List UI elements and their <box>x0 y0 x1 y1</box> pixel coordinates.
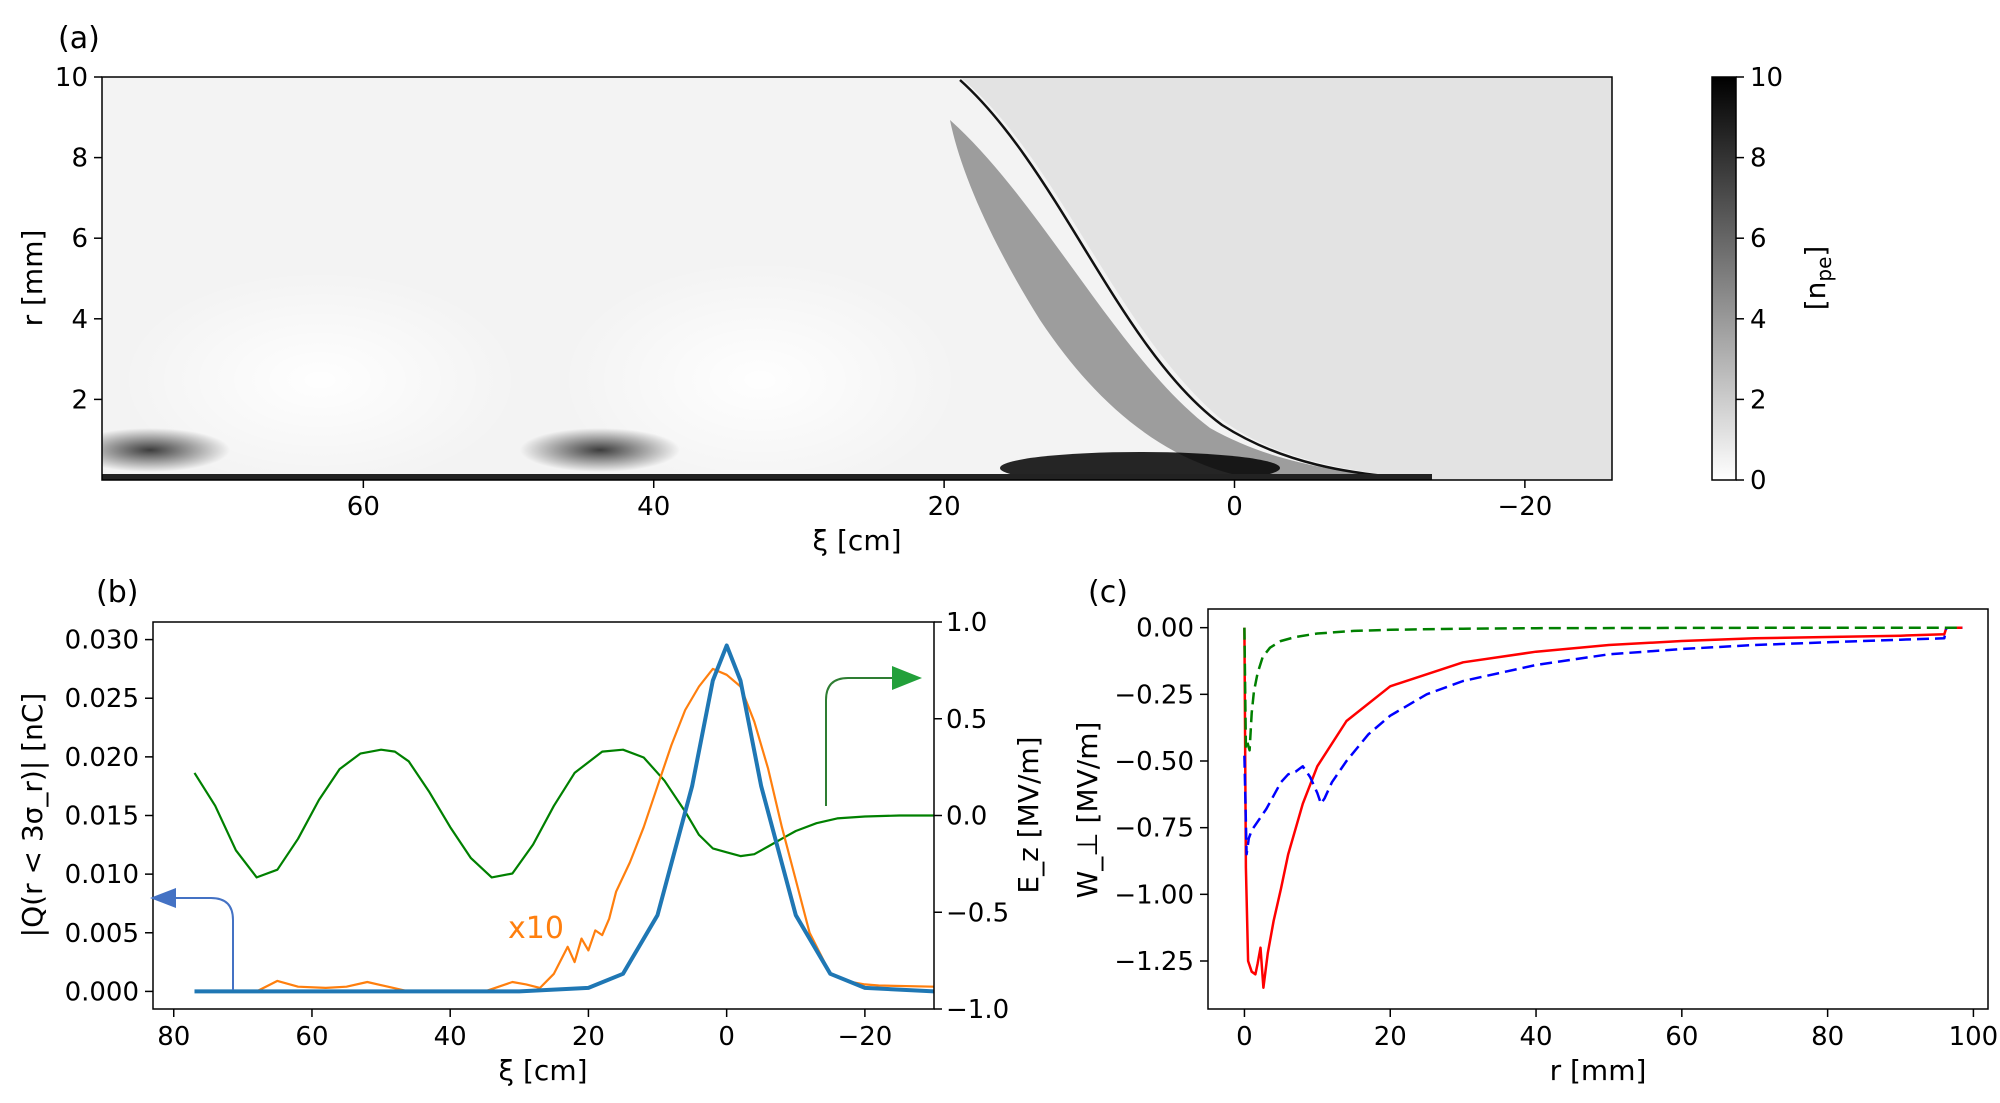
field-y-tick-label: −0.5 <box>946 898 1009 928</box>
heatmap-y-tick-label: 10 <box>55 63 88 93</box>
wakefield-y-tick-label: 0.00 <box>1136 614 1194 644</box>
heatmap-y-tick-label: 4 <box>71 305 88 335</box>
charge-y-tick-label: 0.025 <box>65 684 139 714</box>
charge-x-tick-label: 60 <box>295 1022 328 1052</box>
wakefield-blue-dashed-line <box>1243 626 1963 856</box>
charge-field-series <box>193 643 934 994</box>
wakefield-panel: 0 20 40 60 80 100 0.00 −0.25 −0.50 −0.75 −1.00 −1.… <box>1071 608 1998 1087</box>
charge-x-tick-label: 20 <box>572 1022 605 1052</box>
wakefield-y-tick-label: −1.00 <box>1114 880 1194 910</box>
wakefield-frame <box>1207 608 1989 1010</box>
wakefield-x-label: r [mm] <box>1550 1054 1647 1087</box>
wakefield-series <box>1243 626 1963 989</box>
wakefield-y-tick-label: −0.25 <box>1114 680 1194 710</box>
charge-x-tick-label: −20 <box>837 1022 892 1052</box>
colorbar-tick-label: 8 <box>1750 144 1767 174</box>
heatmap-y-tick-label: 8 <box>71 144 88 174</box>
right-axis-arrow <box>825 677 892 806</box>
wakefield-y-label: W_⊥ [MV/m] <box>1071 722 1104 899</box>
field-y-label: E_z [MV/m] <box>1012 736 1045 893</box>
colorbar-label: [npe] <box>1799 246 1836 311</box>
field-y-ticks: −1.0 −0.5 0.0 0.5 1.0 <box>934 608 1009 1025</box>
wakefield-y-tick-label: −0.75 <box>1114 814 1194 844</box>
colorbar-gradient <box>1711 76 1737 481</box>
wakefield-x-tick-label: 20 <box>1374 1022 1407 1052</box>
charge-x-ticks: 80 60 40 20 0 −20 <box>157 1009 892 1052</box>
charge-y-tick-label: 0.005 <box>65 919 139 949</box>
wakefield-red-solid-line <box>1243 626 1963 989</box>
colorbar-label-main: [n <box>1799 282 1832 311</box>
heatmap-y-label: r [mm] <box>16 230 49 327</box>
heatmap-y-tick-label: 2 <box>71 385 88 415</box>
heatmap-bubble-1 <box>120 270 520 480</box>
heatmap-bubble-2 <box>560 260 960 480</box>
colorbar-tick-label: 4 <box>1750 305 1767 335</box>
field-y-tick-label: −1.0 <box>946 995 1009 1025</box>
heatmap-x-tick-label: 40 <box>637 492 670 522</box>
x10-annotation: x10 <box>508 911 564 946</box>
heatmap-x-tick-label: 60 <box>347 492 380 522</box>
heatmap-axis-spike <box>102 474 1432 480</box>
heatmap-y-ticks: 2 4 6 8 10 <box>55 63 102 415</box>
charge-series-line <box>194 643 934 994</box>
heatmap-front-edge <box>959 79 1433 480</box>
charge-y-tick-label: 0.015 <box>65 802 139 832</box>
heatmap-x-tick-label: 20 <box>928 492 961 522</box>
heatmap-x-tick-label: −20 <box>1497 492 1552 522</box>
field-y-tick-label: 1.0 <box>946 608 987 638</box>
wakefield-x-tick-label: 40 <box>1519 1022 1552 1052</box>
colorbar-label-close: ] <box>1799 246 1832 257</box>
colorbar: 0 2 4 6 8 10 [npe] <box>1711 63 1836 496</box>
charge-y-label: |Q(r < 3σ_r)| [nC] <box>16 693 49 938</box>
charge-x10-series-line <box>194 667 934 993</box>
panel-label-a: (a) <box>58 21 100 56</box>
field-y-tick-label: 0.5 <box>946 705 987 735</box>
colorbar-tick-label: 10 <box>1750 63 1783 93</box>
heatmap-x-tick-label: 0 <box>1226 492 1243 522</box>
charge-x-tick-label: 80 <box>157 1022 190 1052</box>
colorbar-label-sub: pe <box>1812 257 1836 282</box>
colorbar-ticks: 0 2 4 6 8 10 <box>1736 63 1783 496</box>
wakefield-x-tick-label: 100 <box>1949 1022 1999 1052</box>
heatmap-y-tick-label: 6 <box>71 224 88 254</box>
heatmap-image <box>102 77 1612 480</box>
heatmap-sheath-edge <box>950 120 1432 480</box>
panel-label-b: (b) <box>96 575 138 610</box>
wakefield-y-tick-label: −1.25 <box>1114 947 1194 977</box>
charge-x-tick-label: 0 <box>718 1022 735 1052</box>
wakefield-y-ticks: 0.00 −0.25 −0.50 −0.75 −1.00 −1.25 <box>1114 614 1208 977</box>
charge-y-tick-label: 0.010 <box>65 860 139 890</box>
heatmap-x-ticks: 60 40 20 0 −20 <box>347 480 1552 522</box>
wakefield-x-tick-label: 80 <box>1811 1022 1844 1052</box>
wakefield-x-tick-label: 0 <box>1236 1022 1253 1052</box>
wakefield-y-tick-label: −0.50 <box>1114 747 1194 777</box>
heatmap-x-label: ξ [cm] <box>812 524 901 557</box>
charge-x-tick-label: 40 <box>434 1022 467 1052</box>
right-axis-arrow-head <box>892 666 922 690</box>
charge-y-tick-label: 0.030 <box>65 626 139 656</box>
left-axis-arrow-head <box>150 888 176 908</box>
colorbar-tick-label: 0 <box>1750 466 1767 496</box>
colorbar-tick-label: 2 <box>1750 385 1767 415</box>
charge-y-tick-label: 0.020 <box>65 743 139 773</box>
panel-label-c: (c) <box>1088 575 1128 610</box>
charge-y-tick-label: 0.000 <box>65 977 139 1007</box>
heatmap-ridge-1 <box>102 428 230 472</box>
colorbar-tick-label: 6 <box>1750 224 1767 254</box>
field-series-line <box>193 748 934 879</box>
heatmap-ridge-2 <box>520 428 680 472</box>
wakefield-x-ticks: 0 20 40 60 80 100 <box>1236 1009 1998 1052</box>
charge-field-panel: 80 60 40 20 0 −20 0.0000.0050.0100.0150.0200.… <box>16 608 1045 1087</box>
field-y-tick-label: 0.0 <box>946 802 987 832</box>
charge-x-label: ξ [cm] <box>498 1054 587 1087</box>
charge-y-ticks: 0.000 0.005 0.010 0.015 0.020 0.025 0.030 <box>65 626 153 1007</box>
wakefield-x-tick-label: 60 <box>1665 1022 1698 1052</box>
heatmap-frame <box>101 76 1613 481</box>
wakefield-green-dashed-line <box>1243 626 1963 752</box>
heatmap-core <box>1000 452 1280 480</box>
left-axis-arrow <box>175 897 234 990</box>
